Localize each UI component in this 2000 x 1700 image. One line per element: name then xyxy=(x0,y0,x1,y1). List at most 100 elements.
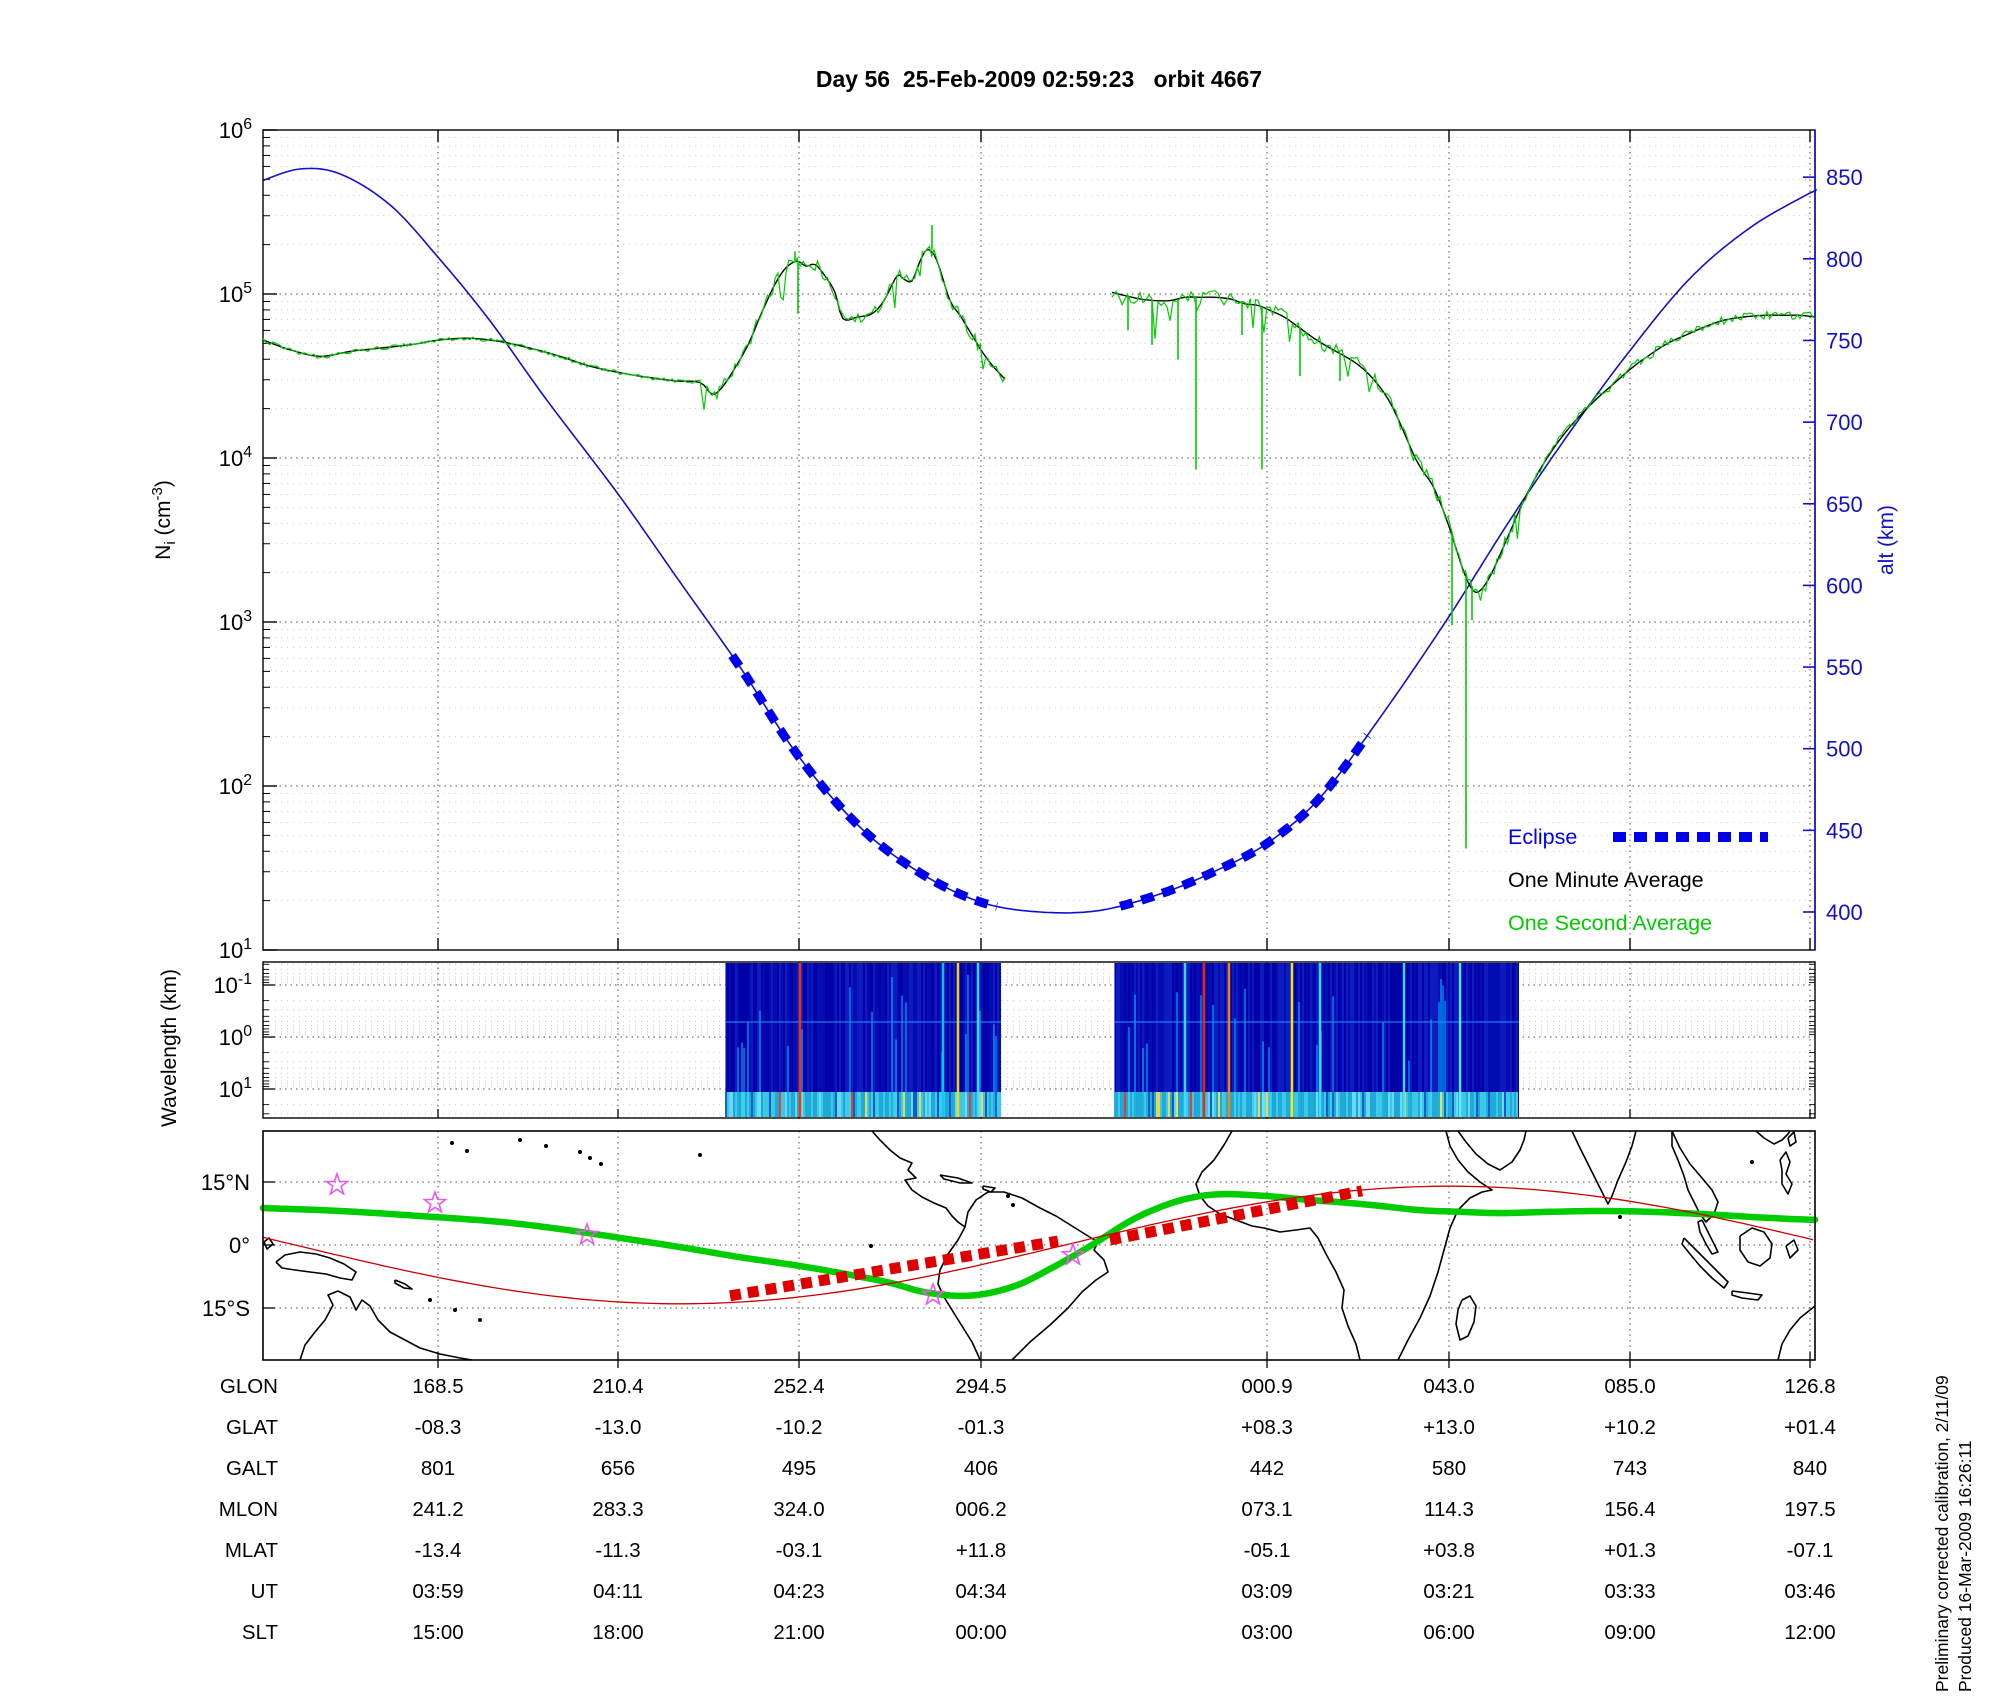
ground-station-star xyxy=(324,1171,350,1196)
island-dot xyxy=(698,1153,702,1157)
coastline xyxy=(1785,1239,1799,1259)
table-cell: 04:34 xyxy=(955,1580,1006,1603)
ni-tick-label: 103 xyxy=(219,608,252,635)
ground-station-star xyxy=(1060,1241,1086,1266)
coastline xyxy=(275,1251,357,1281)
coastline xyxy=(1787,1131,1797,1147)
coastline xyxy=(1671,1130,1719,1223)
spectrogram-band-line xyxy=(726,1021,1001,1023)
density-panel-border xyxy=(262,129,1816,951)
coastline xyxy=(1697,1219,1719,1255)
alt-tick-label: 750 xyxy=(1826,328,1863,353)
island-dot xyxy=(478,1318,482,1322)
table-cell: 03:21 xyxy=(1423,1580,1474,1603)
curve-one-minute xyxy=(262,248,1006,395)
island-dot xyxy=(869,1244,873,1248)
table-cell: -03.1 xyxy=(776,1539,823,1562)
ground-station-star xyxy=(574,1221,600,1246)
table-cell: -11.3 xyxy=(595,1539,640,1562)
coastline xyxy=(871,1130,981,1361)
table-row-label: GLAT xyxy=(226,1416,278,1439)
table-cell: 156.4 xyxy=(1604,1498,1655,1521)
ni-tick-label: 102 xyxy=(219,772,252,799)
coastline xyxy=(394,1279,413,1290)
ground-station-star xyxy=(920,1281,946,1306)
map-lat-label: 15°N xyxy=(201,1170,250,1195)
ni-tick-label: 106 xyxy=(219,116,252,143)
table-cell: -13.4 xyxy=(415,1539,462,1562)
island-dot xyxy=(544,1144,548,1148)
alt-axis-label: alt (km) xyxy=(1875,505,1898,575)
table-cell: 09:00 xyxy=(1604,1621,1655,1644)
coastline xyxy=(1455,1295,1477,1341)
table-cell: 04:23 xyxy=(773,1580,824,1603)
table-cell: 840 xyxy=(1793,1457,1827,1480)
coastline xyxy=(939,1174,973,1184)
island-dot xyxy=(1011,1203,1015,1207)
table-cell: 197.5 xyxy=(1784,1498,1835,1521)
island-dot xyxy=(1750,1160,1754,1164)
ground-station-star xyxy=(422,1189,448,1214)
table-cell: 114.3 xyxy=(1424,1498,1474,1521)
alt-tick-label: 650 xyxy=(1826,492,1863,517)
table-cell: 495 xyxy=(782,1457,816,1480)
map-lat-label: 15°S xyxy=(202,1296,250,1321)
table-cell: 294.5 xyxy=(955,1375,1006,1398)
alt-tick-label: 400 xyxy=(1826,900,1863,925)
table-cell: 210.4 xyxy=(592,1375,643,1398)
table-cell: 03:59 xyxy=(412,1580,463,1603)
wl-tick-label: 100 xyxy=(219,1023,252,1050)
table-row-label: MLAT xyxy=(225,1539,279,1562)
coastline xyxy=(1571,1130,1637,1205)
coastline xyxy=(1681,1237,1729,1289)
table-cell: 073.1 xyxy=(1241,1498,1292,1521)
coastline xyxy=(263,1237,274,1250)
table-cell: 03:09 xyxy=(1241,1580,1292,1603)
table-cell: 126.8 xyxy=(1784,1375,1835,1398)
coastline xyxy=(1397,1130,1493,1361)
table-cell: 006.2 xyxy=(955,1498,1006,1521)
coastline xyxy=(1779,1151,1793,1195)
spectrogram-band-line xyxy=(1115,1021,1519,1023)
watermark-line2: Produced 16-Mar-2009 16:26:11 xyxy=(1955,1440,1975,1692)
table-cell: +01.4 xyxy=(1784,1416,1836,1439)
table-cell: 15:00 xyxy=(412,1621,463,1644)
table-cell: 406 xyxy=(964,1457,998,1480)
island-dot xyxy=(599,1162,603,1166)
table-cell: +11.8 xyxy=(956,1539,1006,1562)
table-cell: 03:00 xyxy=(1241,1621,1292,1644)
table-cell: 18:00 xyxy=(592,1621,643,1644)
table-row-label: UT xyxy=(251,1580,279,1603)
alt-tick-label: 450 xyxy=(1826,818,1863,843)
table-cell: -08.3 xyxy=(415,1416,462,1439)
island-dot xyxy=(518,1138,522,1142)
table-cell: -01.3 xyxy=(958,1416,1005,1439)
curve-alt xyxy=(262,167,1818,914)
island-dot xyxy=(450,1141,454,1145)
alt-tick-label: 550 xyxy=(1826,655,1863,680)
eclipse-dash-density xyxy=(1119,732,1372,911)
map-lat-label: 0° xyxy=(229,1233,250,1258)
table-cell: 043.0 xyxy=(1423,1375,1474,1398)
coastline xyxy=(1777,1305,1816,1361)
island-dot xyxy=(578,1150,582,1154)
table-cell: 580 xyxy=(1432,1457,1466,1480)
alt-tick-label: 500 xyxy=(1826,737,1863,762)
table-row-label: GALT xyxy=(226,1457,278,1480)
wavelength-axis-label: Wavelength (km) xyxy=(158,969,181,1127)
ni-tick-label: 105 xyxy=(219,280,252,307)
orbit-track-line xyxy=(262,1185,1814,1305)
table-cell: 442 xyxy=(1250,1457,1284,1480)
ni-axis-label: Ni (cm-3) xyxy=(149,480,179,560)
table-row-label: GLON xyxy=(220,1375,278,1398)
curve-one-second xyxy=(262,245,1006,410)
table-cell: +08.3 xyxy=(1241,1416,1293,1439)
alt-tick-label: 800 xyxy=(1826,247,1863,272)
table-cell: 743 xyxy=(1613,1457,1647,1480)
mag-equator-line xyxy=(259,1190,1819,1300)
table-cell: 00:00 xyxy=(955,1621,1006,1644)
table-cell: 801 xyxy=(421,1457,455,1480)
eclipse-track-dash xyxy=(1108,1185,1364,1246)
